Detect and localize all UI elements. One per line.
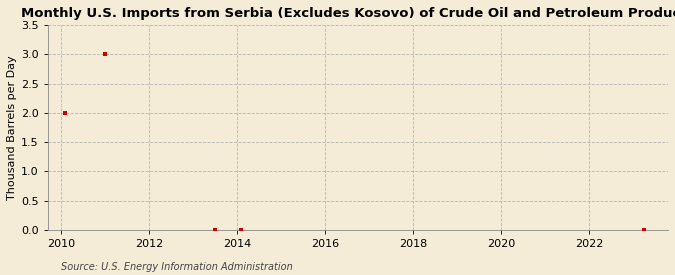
- Text: Source: U.S. Energy Information Administration: Source: U.S. Energy Information Administ…: [61, 262, 292, 272]
- Point: [59, 111, 70, 115]
- Title: Monthly U.S. Imports from Serbia (Excludes Kosovo) of Crude Oil and Petroleum Pr: Monthly U.S. Imports from Serbia (Exclud…: [21, 7, 675, 20]
- Point: [210, 228, 221, 232]
- Point: [236, 228, 246, 232]
- Y-axis label: Thousand Barrels per Day: Thousand Barrels per Day: [7, 55, 17, 200]
- Point: [100, 52, 111, 57]
- Point: [639, 228, 649, 232]
